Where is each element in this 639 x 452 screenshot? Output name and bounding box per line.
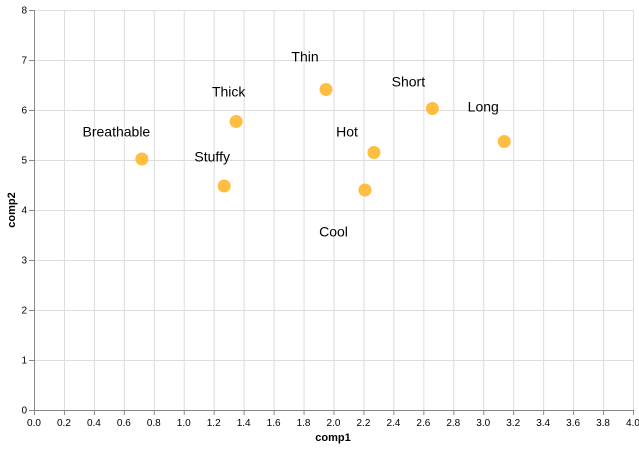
data-point — [367, 146, 381, 159]
x-tick-label: 0.8 — [147, 418, 161, 429]
x-axis-title: comp1 — [315, 432, 350, 444]
x-tick-label: 4.0 — [626, 418, 639, 429]
x-tick-label: 1.4 — [237, 418, 251, 429]
y-tick-label: 8 — [21, 6, 27, 17]
x-tick-label: 1.6 — [267, 418, 281, 429]
x-tick-label: 2.2 — [356, 418, 370, 429]
x-tick-label: 1.2 — [207, 418, 221, 429]
data-point — [229, 115, 243, 128]
y-axis-title: comp2 — [6, 192, 18, 227]
x-tick-label: 0.0 — [27, 418, 41, 429]
x-tick-label: 2.4 — [386, 418, 400, 429]
x-tick-label: 2.0 — [327, 418, 341, 429]
x-tick-label: 3.2 — [506, 418, 520, 429]
point-label: Stuffy — [194, 149, 230, 165]
x-tick-label: 0.6 — [117, 418, 131, 429]
data-point — [217, 179, 231, 193]
y-tick-label: 1 — [21, 356, 27, 367]
y-tick-label: 4 — [21, 206, 27, 217]
point-label: Long — [468, 99, 499, 115]
x-tick-label: 3.8 — [596, 418, 610, 429]
x-tick-label: 1.8 — [297, 418, 311, 429]
data-point — [319, 83, 333, 96]
labels-layer: Breathable Stuffy Thick Thin Cool Hot Short Lon… — [83, 49, 499, 240]
point-label: Cool — [319, 224, 348, 240]
point-label: Hot — [336, 124, 358, 140]
point-label: Breathable — [83, 124, 151, 140]
x-tick-label: 3.0 — [476, 418, 490, 429]
data-point — [425, 102, 439, 115]
point-label: Short — [392, 74, 426, 90]
y-tick-label: 5 — [21, 156, 27, 167]
x-tick-label: 0.4 — [87, 418, 101, 429]
x-tick-label: 1.0 — [177, 418, 191, 429]
data-point — [135, 152, 149, 166]
x-tick-label: 0.2 — [57, 418, 71, 429]
grid-layer — [34, 10, 634, 411]
y-tick-label: 0 — [21, 406, 27, 417]
point-label: Thick — [212, 84, 246, 100]
y-tick-label: 2 — [21, 306, 27, 317]
x-tick-label: 3.4 — [536, 418, 550, 429]
point-label: Thin — [291, 49, 318, 65]
data-point — [358, 183, 372, 197]
data-point — [497, 135, 511, 148]
y-tick-label: 6 — [21, 106, 27, 117]
x-tick-label: 2.8 — [446, 418, 460, 429]
y-tick-label: 7 — [21, 56, 27, 67]
x-tick-label: 2.6 — [416, 418, 430, 429]
points-layer — [135, 83, 511, 197]
y-tick-label: 3 — [21, 256, 27, 267]
axis-layer: 0.0 0.2 0.4 0.6 0.8 1.0 1.2 1.4 1.6 1.8 2.0 2.2 2.4 2… — [21, 6, 639, 430]
x-tick-label: 3.6 — [566, 418, 580, 429]
